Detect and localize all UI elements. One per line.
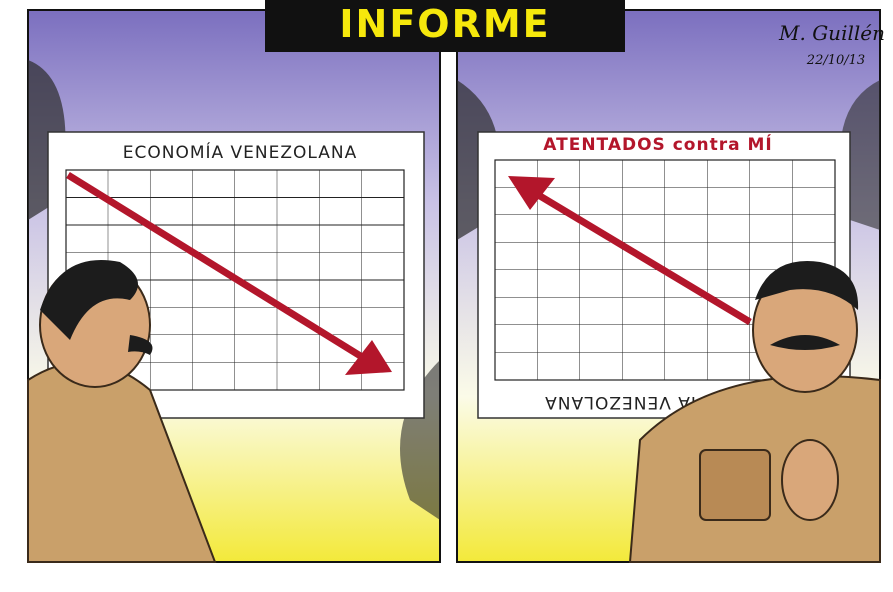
board-title: ATENTADOS contra MÍ (543, 133, 772, 155)
signature-date: 22/10/13 (806, 53, 865, 68)
flipped-title: IA VENEZOLANA (544, 392, 696, 412)
page: ECONOMÍA VENEZOLANA ATENTADOS contra MÍ … (0, 0, 893, 592)
cartoon: ECONOMÍA VENEZOLANA ATENTADOS contra MÍ … (0, 0, 893, 592)
pointing-hand (782, 440, 838, 520)
signature-name: M. Guillén (778, 21, 885, 45)
header-title: INFORME (339, 2, 550, 46)
shirt-pocket (700, 450, 770, 520)
right-panel: ATENTADOS contra MÍ IA VENEZOLANA (457, 10, 880, 562)
board-title: ECONOMÍA VENEZOLANA (123, 141, 358, 163)
left-panel: ECONOMÍA VENEZOLANA (28, 10, 440, 562)
